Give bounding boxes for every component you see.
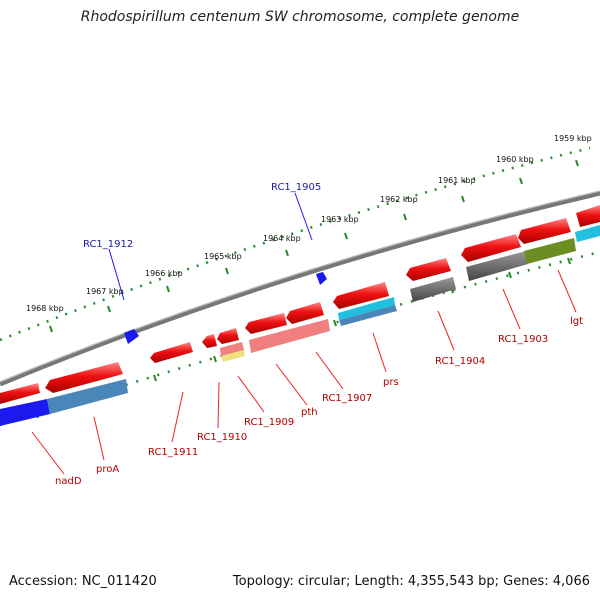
feature-label-lgt: lgt [570,316,583,327]
gene-arrows [0,205,600,426]
gene-arrow[interactable] [339,305,397,326]
kbp-ticks [49,159,579,333]
gene-arrow[interactable] [575,225,600,242]
gene-arrow[interactable] [221,350,245,362]
gene-arrow[interactable] [338,297,395,320]
gene-arrow[interactable] [524,238,576,264]
gene-arrow[interactable] [406,258,451,281]
kbp-label: 1962 kbp [380,195,418,204]
gene-arrow[interactable] [518,218,571,244]
feature-label-proa: proA [96,464,119,475]
kbp-label: 1965 kbp [204,252,242,261]
gene-arrow[interactable] [461,234,521,262]
accession-text: Accession: NC_011420 [9,574,157,589]
feature-label-prs: prs [383,377,399,388]
feature-label-rc1-1911: RC1_1911 [148,447,198,458]
gene-arrow[interactable] [202,334,217,348]
gene-arrow[interactable] [333,282,389,309]
feature-label-rc1-1910: RC1_1910 [197,432,247,443]
rc1-1905-feature[interactable] [316,272,327,285]
feature-label-rc1-1903: RC1_1903 [498,334,548,345]
gene-arrow[interactable] [576,205,600,227]
gene-arrow[interactable] [47,379,128,414]
feature-label-rc1-1912: RC1_1912 [83,239,133,250]
feature-label-rc1-1904: RC1_1904 [435,356,485,367]
gene-arrow[interactable] [249,319,330,353]
kbp-label: 1960 kbp [496,155,534,164]
kbp-label: 1968 kbp [26,304,64,313]
gene-arrow[interactable] [245,313,287,334]
gene-arrow[interactable] [466,251,528,281]
gene-arrow[interactable] [410,277,456,302]
feature-label-rc1-1905: RC1_1905 [271,182,321,193]
gene-arrow[interactable] [0,399,50,426]
kbp-label: 1967 kbp [86,287,124,296]
gene-arrow[interactable] [286,302,324,324]
kbp-label: 1959 kbp [554,134,592,143]
gene-arrow[interactable] [220,342,244,356]
kbp-label: 1963 kbp [321,215,359,224]
map-title: Rhodospirillum centenum SW chromosome, c… [80,9,520,25]
feature-label-rc1-1909: RC1_1909 [244,417,294,428]
chromosome-backbone [0,190,600,387]
kbp-label: 1966 kbp [145,269,183,278]
feature-label-rc1-1907: RC1_1907 [322,393,372,404]
leader-lines [31,269,577,475]
gene-arrow[interactable] [45,362,123,393]
gene-arrow[interactable] [0,383,40,404]
genome-meta-text: Topology: circular; Length: 4,355,543 bp… [232,574,590,589]
feature-label-nadd: nadD [55,476,82,487]
gene-arrow[interactable] [150,342,193,363]
rc1-1912-feature[interactable] [124,329,139,344]
feature-label-pth: pth [301,407,318,418]
gene-arrow[interactable] [217,328,239,344]
kbp-label: 1961 kbp [438,176,476,185]
kbp-label: 1964 kbp [263,234,301,243]
